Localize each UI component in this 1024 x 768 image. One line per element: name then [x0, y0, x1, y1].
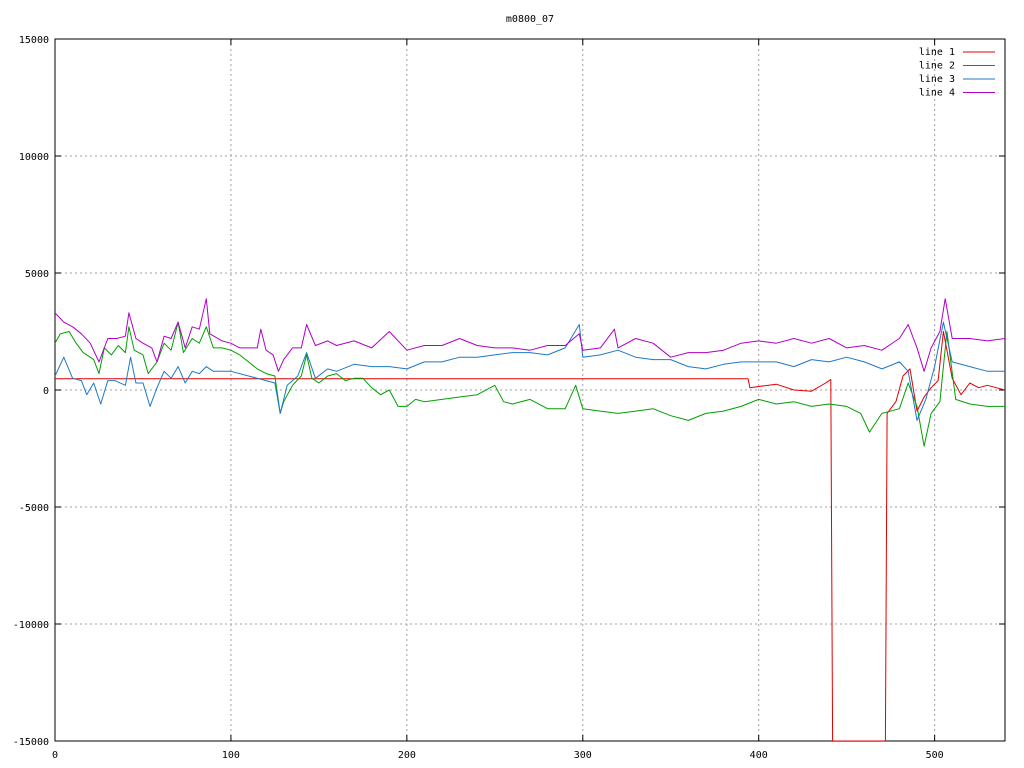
legend-label-2: line 2 [919, 61, 955, 72]
x-tick-label: 500 [926, 750, 944, 761]
y-tick-label: -15000 [13, 737, 49, 748]
chart-title: m0800_07 [506, 14, 554, 25]
y-tick-label: 10000 [19, 152, 49, 163]
legend: line 1 line 2 line 3 line 4 [919, 47, 995, 99]
x-tick-label: 200 [398, 750, 416, 761]
series-line-3 [55, 321, 1005, 421]
legend-label-4: line 4 [919, 88, 955, 99]
x-tick-label: 400 [750, 750, 768, 761]
legend-label-1: line 1 [919, 47, 955, 58]
ticks-layer: 0 100 200 300 400 500 -15000 -10000 -5000 0 5000 10… [13, 35, 1005, 761]
x-tick-label: 100 [222, 750, 240, 761]
y-tick-label: -10000 [13, 620, 49, 631]
series-line-1 [55, 331, 1005, 741]
x-tick-label: 300 [574, 750, 592, 761]
y-tick-label: 15000 [19, 35, 49, 46]
y-tick-label: 0 [43, 386, 49, 397]
x-tick-label: 0 [52, 750, 58, 761]
series-line-2 [55, 321, 1005, 447]
y-tick-label: -5000 [19, 503, 49, 514]
series-layer [55, 298, 1005, 741]
grid-layer [55, 39, 1005, 741]
legend-label-3: line 3 [919, 74, 955, 85]
series-line-4 [55, 298, 1005, 372]
y-tick-label: 5000 [25, 269, 49, 280]
